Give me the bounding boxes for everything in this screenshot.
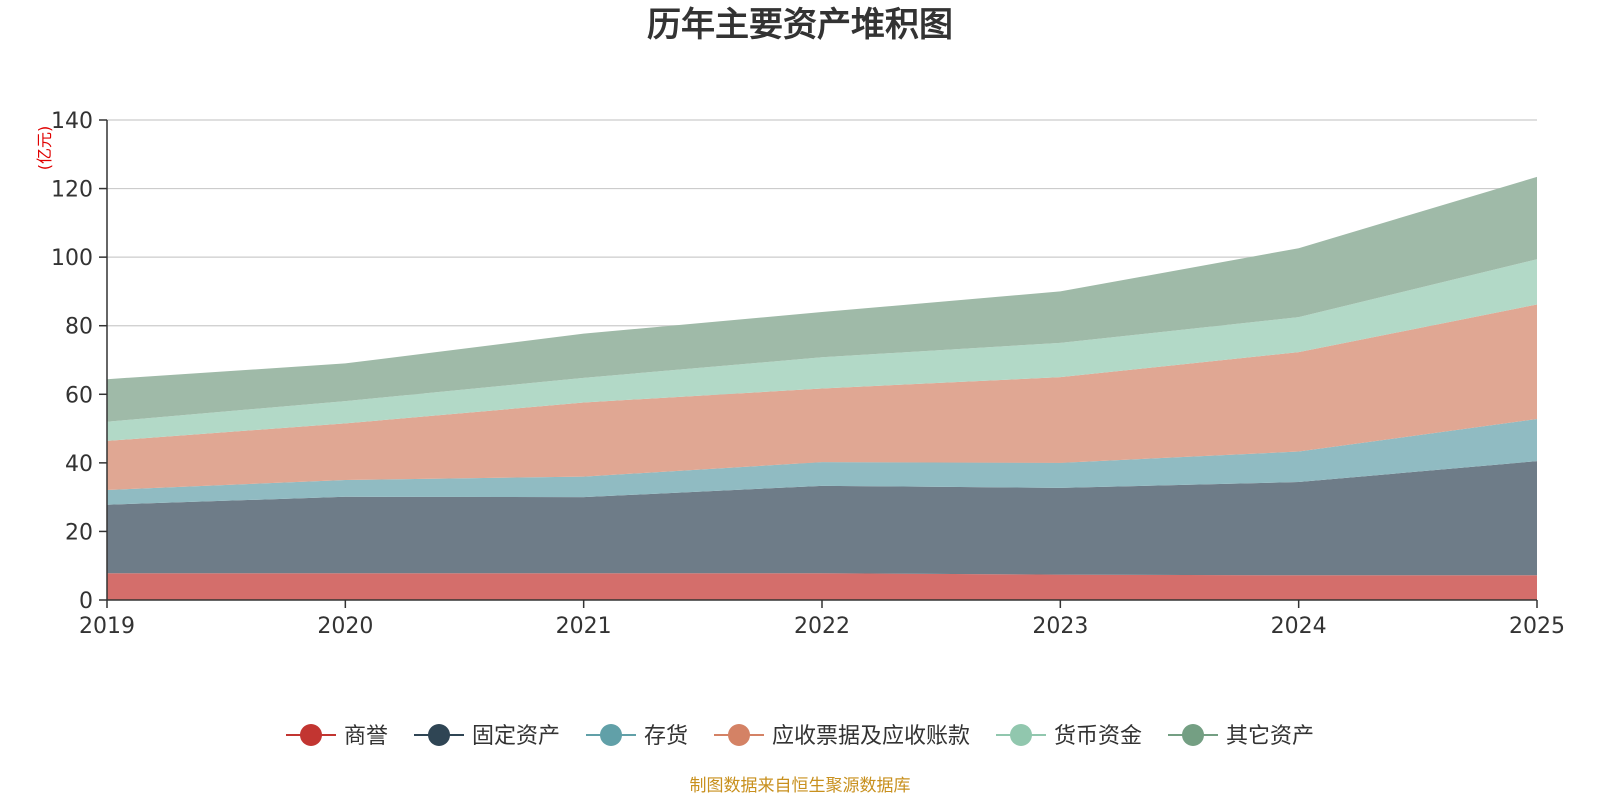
x-tick-label: 2022 (794, 614, 850, 639)
area-series-5 (107, 176, 1537, 422)
x-tick-label: 2019 (79, 614, 135, 639)
y-tick-label: 60 (65, 383, 93, 408)
x-tick-label: 2025 (1509, 614, 1565, 639)
legend-label: 应收票据及应收账款 (772, 724, 970, 749)
y-tick-label: 0 (79, 589, 93, 614)
area-layer (107, 176, 1537, 600)
y-tick-label: 40 (65, 452, 93, 477)
legend-marker-icon (1182, 724, 1205, 746)
legend: 商誉 固定资产 存货 应收票据及应收账款 货币资金 其它资产 (285, 724, 1314, 749)
x-tick-label: 2021 (556, 614, 612, 639)
area-series-1 (107, 461, 1537, 576)
legend-item[interactable]: 其它资产 (1168, 724, 1314, 749)
y-axis-unit-label: (亿元) (35, 126, 54, 171)
legend-marker-icon (599, 724, 622, 746)
legend-item[interactable]: 商誉 (285, 724, 388, 749)
x-tick-label: 2020 (317, 614, 373, 639)
area-series-3 (107, 304, 1537, 490)
y-tick-label: 100 (51, 246, 93, 271)
axis-layer: 0 20 40 60 80 100 120 140 2019 2020 2021 2022 2023 20… (51, 109, 1565, 639)
area-series-4 (107, 259, 1537, 441)
area-series-0 (107, 573, 1537, 600)
legend-item[interactable]: 货币资金 (996, 724, 1142, 749)
legend-item[interactable]: 应收票据及应收账款 (713, 724, 970, 749)
legend-label: 其它资产 (1226, 724, 1314, 749)
chart-title: 历年主要资产堆积图 (647, 5, 953, 45)
y-tick-label: 120 (51, 178, 93, 203)
legend-label: 货币资金 (1054, 724, 1142, 749)
legend-marker-icon (1010, 724, 1033, 746)
legend-item[interactable]: 固定资产 (413, 724, 560, 749)
legend-label: 存货 (644, 724, 688, 749)
legend-label: 商誉 (344, 724, 388, 749)
y-tick-label: 80 (65, 315, 93, 340)
legend-item[interactable]: 存货 (585, 724, 688, 749)
x-tick-label: 2024 (1271, 614, 1327, 639)
y-tick-label: 140 (51, 109, 93, 134)
area-series-2 (107, 418, 1537, 505)
legend-marker-icon (299, 724, 322, 746)
legend-marker-icon (427, 724, 450, 746)
x-tick-label: 2023 (1032, 614, 1088, 639)
y-tick-label: 20 (65, 520, 93, 545)
legend-label: 固定资产 (472, 724, 560, 749)
data-source-note: 制图数据来自恒生聚源数据库 (690, 776, 911, 796)
legend-marker-icon (727, 724, 750, 746)
